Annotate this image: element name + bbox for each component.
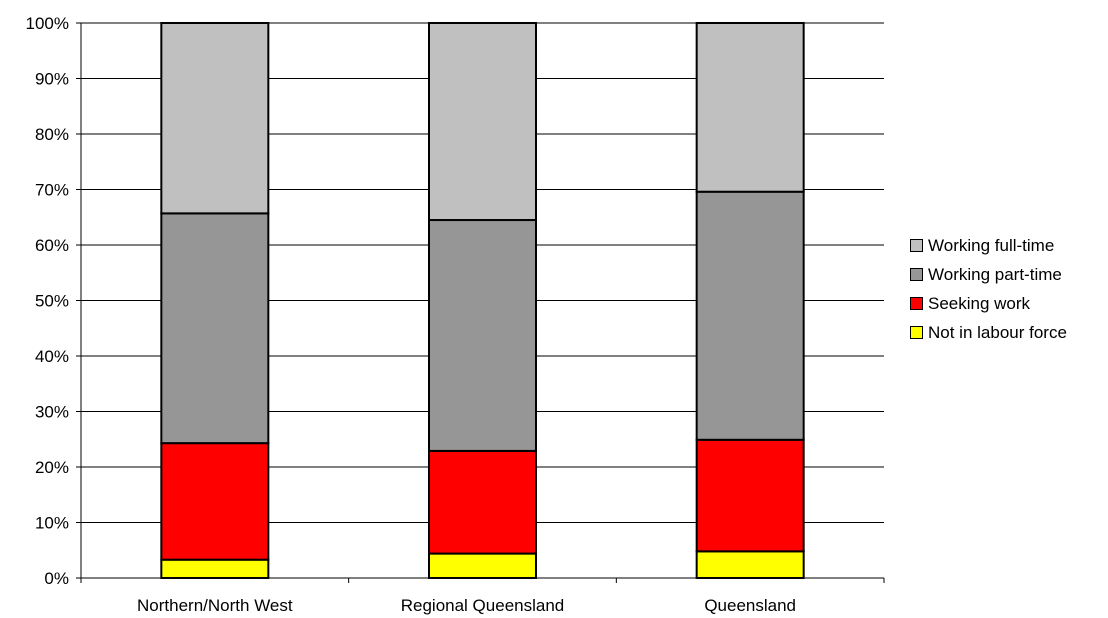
y-tick-label: 70% bbox=[35, 181, 69, 200]
legend-item-working-part-time: Working part-time bbox=[910, 260, 1067, 289]
legend-item-not-in-labour-force: Not in labour force bbox=[910, 318, 1067, 347]
legend-label: Seeking work bbox=[928, 293, 1031, 313]
legend-swatch bbox=[910, 326, 923, 339]
bar-segment-working-part-time bbox=[160, 212, 270, 445]
bar-segment-not-in-labour-force bbox=[428, 552, 537, 580]
legend-label: Not in labour force bbox=[928, 322, 1067, 342]
bar-segment-working-full-time bbox=[695, 22, 805, 193]
legend-swatch bbox=[910, 268, 923, 281]
legend-item-working-full-time: Working full-time bbox=[910, 231, 1067, 260]
bar-segment-seeking-work bbox=[160, 442, 270, 561]
y-tick-label: 30% bbox=[35, 403, 69, 422]
y-tick-label: 60% bbox=[35, 236, 69, 255]
y-tick-label: 50% bbox=[35, 292, 69, 311]
x-category-label: Northern/North West bbox=[137, 596, 293, 615]
bar-segment-working-part-time bbox=[428, 219, 537, 452]
legend-label: Working full-time bbox=[928, 235, 1055, 255]
legend-swatch bbox=[910, 239, 923, 252]
legend-label: Working part-time bbox=[928, 264, 1062, 284]
legend-item-seeking-work: Seeking work bbox=[910, 289, 1067, 318]
bar-segment-seeking-work bbox=[428, 449, 537, 555]
x-category-label: Regional Queensland bbox=[401, 596, 565, 615]
x-category-label: Queensland bbox=[704, 596, 796, 615]
y-tick-label: 0% bbox=[44, 569, 69, 588]
y-tick-label: 10% bbox=[35, 514, 69, 533]
y-tick-label: 100% bbox=[26, 14, 69, 33]
y-tick-label: 90% bbox=[35, 70, 69, 89]
bar-segment-seeking-work bbox=[695, 438, 805, 553]
chart-legend: Working full-time Working part-time Seekin… bbox=[910, 231, 1067, 347]
bar-segment-working-part-time bbox=[695, 190, 805, 441]
y-tick-label: 20% bbox=[35, 458, 69, 477]
y-tick-label: 40% bbox=[35, 347, 69, 366]
legend-swatch bbox=[910, 297, 923, 310]
y-tick-label: 80% bbox=[35, 125, 69, 144]
bar-segment-not-in-labour-force bbox=[160, 558, 270, 579]
bar-segment-working-full-time bbox=[428, 22, 537, 222]
bar-segment-working-full-time bbox=[160, 22, 270, 215]
bar-segment-not-in-labour-force bbox=[695, 550, 805, 579]
